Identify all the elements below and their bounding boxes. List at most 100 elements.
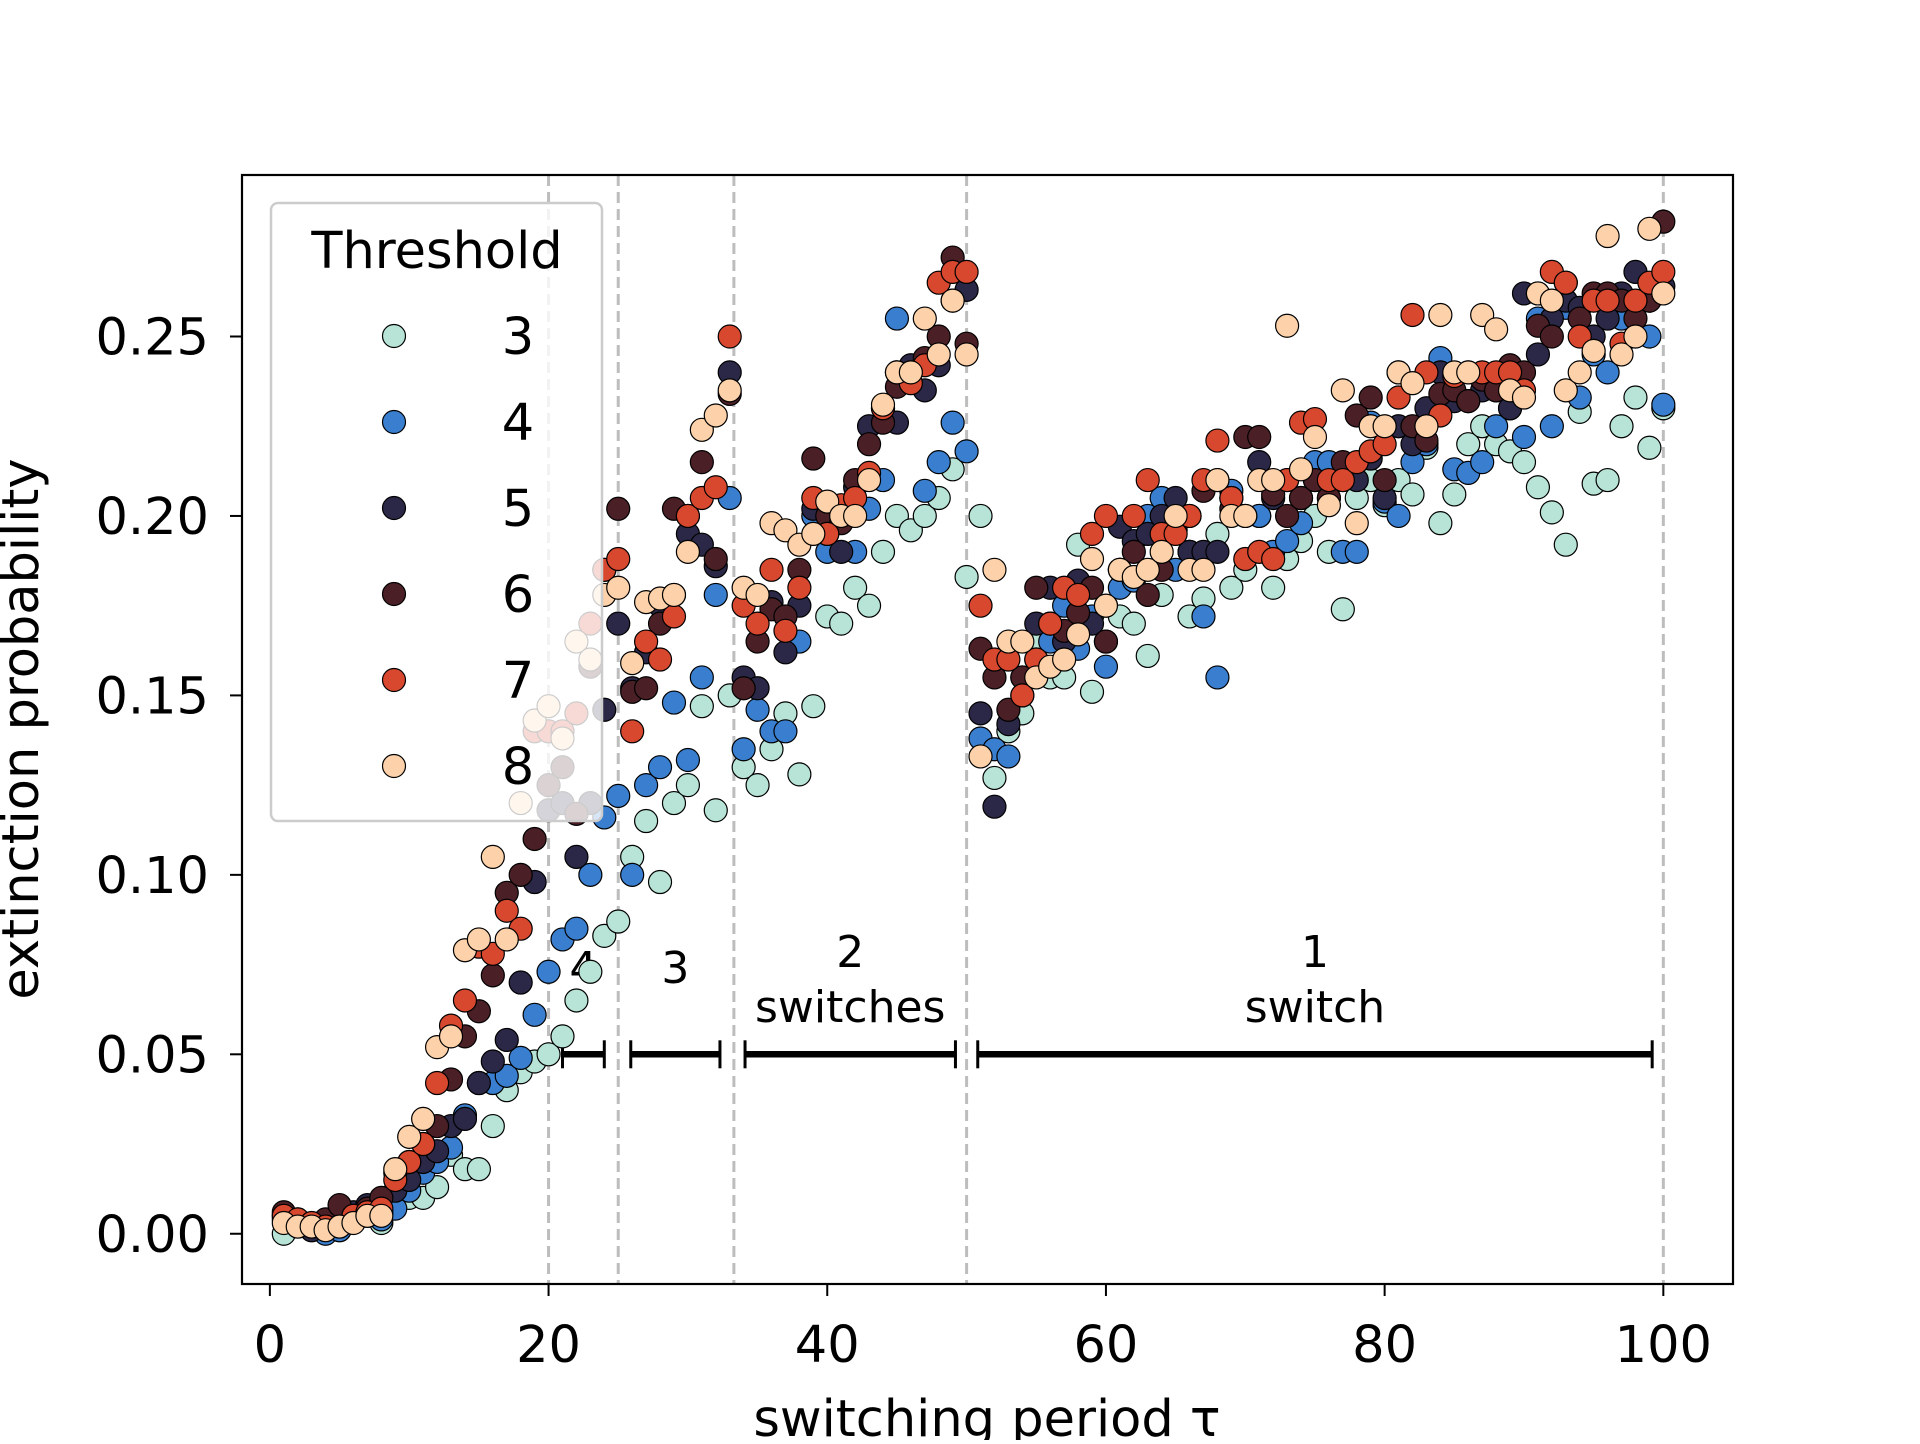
point-3-28	[661, 790, 687, 816]
point-4-24	[606, 783, 631, 808]
point-3-76	[1330, 597, 1355, 622]
point-4-22	[578, 862, 603, 887]
point-3-98	[1637, 435, 1662, 460]
point-5-24	[606, 611, 631, 636]
point-8-95	[1595, 223, 1620, 249]
point-3-37	[787, 762, 812, 787]
point-7-99	[1651, 259, 1676, 285]
point-3-27	[647, 869, 673, 895]
legend-marker-5	[381, 495, 407, 521]
y-axis-label: extinction probability	[0, 458, 51, 999]
point-4-31	[703, 582, 728, 608]
point-8-92	[1553, 378, 1578, 403]
point-3-38	[801, 694, 826, 719]
point-4-34	[745, 697, 770, 722]
point-3-40	[829, 611, 854, 636]
point-6-79	[1372, 467, 1397, 493]
legend-marker-3	[381, 323, 407, 349]
interval-label-top-2: 2	[836, 927, 864, 978]
point-8-74	[1302, 424, 1328, 450]
point-8-50	[968, 744, 993, 769]
point-3-84	[1442, 482, 1467, 507]
point-8-56	[1052, 647, 1077, 672]
interval-label-bottom-2: switches	[755, 982, 945, 1033]
point-3-21	[564, 988, 589, 1013]
point-7-26	[634, 629, 659, 654]
point-7-71	[1261, 546, 1286, 572]
legend-item-7: 7	[381, 652, 534, 711]
point-5-16	[494, 1027, 519, 1053]
x-axis-label: switching period τ	[753, 1390, 1220, 1440]
point-7-11	[424, 1070, 450, 1096]
point-3-46	[912, 503, 937, 529]
point-7-36	[773, 618, 798, 643]
point-3-14	[466, 1157, 491, 1182]
point-7-67	[1205, 428, 1230, 453]
point-3-50	[968, 503, 993, 529]
point-8-31	[703, 403, 728, 428]
point-7-25	[620, 719, 645, 744]
point-6-70	[1247, 424, 1272, 450]
point-4-95	[1595, 360, 1620, 385]
point-4-26	[634, 773, 659, 798]
point-3-20	[550, 1024, 575, 1049]
point-8-24	[606, 575, 631, 600]
point-3-43	[870, 539, 896, 564]
point-4-47	[926, 450, 951, 475]
point-4-33	[731, 737, 756, 762]
point-8-94	[1581, 338, 1606, 363]
point-6-62	[1135, 582, 1160, 608]
point-3-49	[954, 564, 979, 590]
legend: Threshold 3 4 5 6 7 8	[269, 201, 604, 823]
legend-marker-7	[381, 667, 407, 693]
interval-label-top-1: 3	[661, 943, 689, 994]
y-tick-label-3: 0.15	[95, 667, 209, 726]
point-3-91	[1539, 500, 1564, 525]
point-8-59	[1093, 593, 1119, 618]
point-3-42	[856, 593, 882, 618]
point-8-28	[661, 582, 687, 608]
y-tick-label-2: 0.10	[95, 847, 209, 906]
point-3-26	[634, 808, 659, 834]
point-8-72	[1274, 313, 1300, 338]
point-4-89	[1511, 424, 1537, 450]
point-6-73	[1288, 485, 1314, 511]
point-4-91	[1539, 414, 1564, 439]
point-3-83	[1428, 511, 1453, 536]
point-6-38	[801, 446, 826, 471]
point-7-76	[1330, 467, 1355, 493]
point-4-44	[884, 306, 910, 331]
x-tick-label-0: 0	[254, 1316, 286, 1375]
point-8-48	[940, 288, 965, 313]
point-8-49	[954, 342, 979, 367]
point-5-15	[480, 1049, 505, 1074]
point-4-19	[536, 959, 561, 984]
point-4-86	[1470, 450, 1495, 475]
point-7-95	[1595, 288, 1620, 313]
point-8-77	[1344, 511, 1369, 536]
legend-item-8: 8	[381, 738, 534, 797]
point-4-36	[773, 719, 798, 744]
point-3-22	[578, 959, 603, 984]
legend-title: Threshold	[310, 222, 562, 281]
point-8-12	[438, 1024, 464, 1049]
plot-frame	[240, 173, 1735, 1286]
point-8-32	[717, 378, 742, 403]
legend-item-4: 4	[381, 394, 534, 453]
point-8-47	[926, 342, 951, 367]
legend-label-3: 3	[502, 308, 534, 367]
point-8-85	[1456, 360, 1481, 385]
point-7-37	[787, 575, 812, 600]
point-7-34	[745, 611, 770, 636]
point-6-72	[1274, 503, 1300, 529]
point-4-17	[508, 1045, 533, 1070]
point-5-13	[452, 1106, 478, 1132]
point-8-8	[383, 1157, 408, 1182]
legend-item-6: 6	[381, 566, 534, 625]
legend-item-3: 3	[381, 308, 534, 367]
point-3-71	[1261, 575, 1286, 600]
point-8-7	[369, 1203, 394, 1228]
point-7-27	[647, 647, 673, 672]
